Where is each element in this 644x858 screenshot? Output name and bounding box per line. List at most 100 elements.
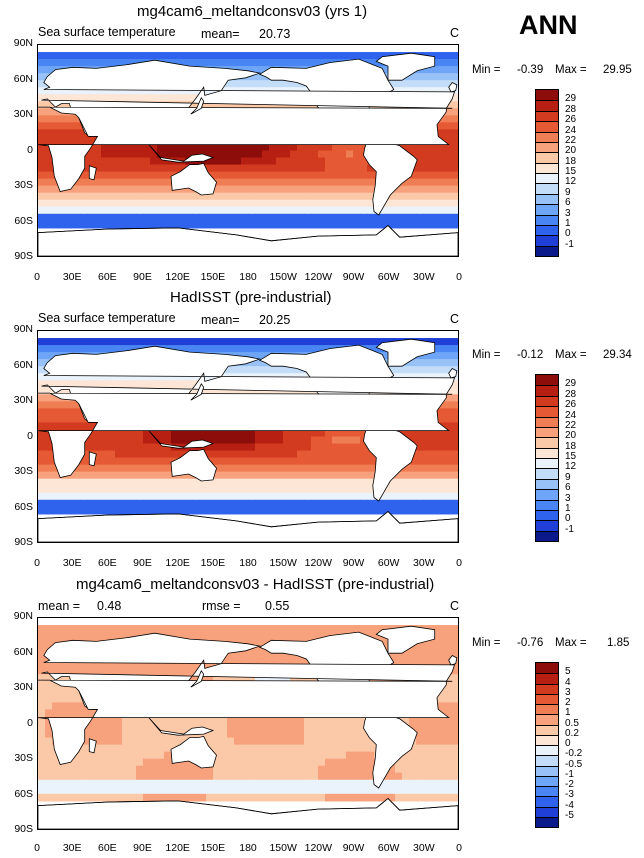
field-cell: [241, 758, 249, 767]
field-cell: [227, 674, 235, 682]
field-cell: [227, 450, 235, 459]
field-cell: [234, 59, 242, 67]
field-cell: [80, 492, 88, 501]
field-cell: [444, 471, 452, 480]
field-cell: [220, 758, 228, 767]
field-cell: [136, 625, 144, 633]
field-cell: [430, 660, 438, 668]
field-cell: [290, 730, 298, 739]
field-cell: [451, 66, 458, 74]
field-cell: [101, 772, 109, 781]
field-cell: [59, 220, 67, 229]
land-uk: [448, 81, 458, 93]
field-cell: [248, 73, 256, 81]
field-cell: [164, 723, 172, 732]
field-cell: [430, 450, 438, 459]
field-cell: [276, 506, 284, 515]
field-cell: [444, 143, 452, 152]
panel3-min-value: -0.76: [517, 637, 544, 649]
field-cell: [395, 793, 403, 802]
field-cell: [192, 674, 200, 682]
field-cell: [437, 157, 445, 166]
field-cell: [178, 213, 186, 222]
field-cell: [290, 436, 298, 445]
field-cell: [45, 471, 53, 480]
lon-tick-label: 90E: [133, 271, 152, 283]
field-cell: [255, 143, 263, 152]
field-cell: [374, 59, 382, 67]
field-cell: [248, 429, 256, 438]
field-cell: [73, 94, 81, 102]
field-cell: [185, 793, 193, 802]
field-cell: [318, 485, 326, 494]
field-cell: [38, 779, 46, 788]
land-greenland: [375, 625, 436, 654]
field-cell: [241, 150, 249, 159]
field-cell: [437, 758, 445, 767]
field-cell: [248, 436, 256, 445]
field-cell: [451, 695, 458, 703]
field-cell: [115, 206, 123, 215]
field-cell: [409, 199, 417, 208]
panel3-min-label: Min =: [472, 637, 501, 649]
field-cell: [164, 660, 172, 668]
field-cell: [213, 625, 221, 633]
field-cell: [73, 345, 81, 353]
field-cell: [129, 94, 137, 102]
field-cell: [164, 157, 172, 166]
field-cell: [367, 492, 375, 501]
field-cell: [367, 744, 375, 753]
field-cell: [430, 471, 438, 480]
field-cell: [129, 632, 137, 640]
field-cell: [423, 220, 431, 229]
field-cell: [38, 94, 46, 102]
field-cell: [297, 765, 305, 774]
field-cell: [185, 59, 193, 67]
field-cell: [409, 758, 417, 767]
field-cell: [318, 178, 326, 187]
land-australia: [170, 162, 217, 196]
field-cell: [192, 632, 200, 640]
field-cell: [136, 373, 144, 381]
field-cell: [304, 178, 312, 187]
field-cell: [241, 478, 249, 487]
field-cell: [451, 646, 458, 654]
field-cell: [136, 506, 144, 515]
field-cell: [395, 80, 403, 88]
field-cell: [108, 716, 116, 725]
field-cell: [101, 765, 109, 774]
field-cell: [304, 751, 312, 760]
field-cell: [430, 457, 438, 466]
field-cell: [276, 723, 284, 732]
field-cell: [248, 499, 256, 508]
field-cell: [241, 66, 249, 74]
field-cell: [171, 59, 179, 67]
field-cell: [45, 101, 53, 109]
field-cell: [402, 758, 410, 767]
lat-tick-label: 30N: [13, 681, 33, 693]
field-cell: [325, 450, 333, 459]
field-cell: [283, 199, 291, 208]
field-cell: [73, 129, 81, 138]
field-cell: [94, 59, 102, 67]
colorbar-swatch: [536, 520, 558, 531]
colorbar-swatch: [536, 683, 558, 694]
field-cell: [367, 758, 375, 767]
field-cell: [185, 723, 193, 732]
field-cell: [325, 506, 333, 515]
field-cell: [325, 52, 333, 60]
field-cell: [66, 667, 74, 675]
field-cell: [143, 338, 151, 346]
field-cell: [409, 220, 417, 229]
field-cell: [73, 786, 81, 795]
field-cell: [416, 660, 424, 668]
field-cell: [451, 744, 458, 753]
field-cell: [87, 723, 95, 732]
field-cell: [430, 66, 438, 74]
field-cell: [402, 660, 410, 668]
field-cell: [325, 443, 333, 452]
field-cell: [45, 213, 53, 222]
field-cell: [80, 765, 88, 774]
field-cell: [423, 66, 431, 74]
field-cell: [143, 492, 151, 501]
